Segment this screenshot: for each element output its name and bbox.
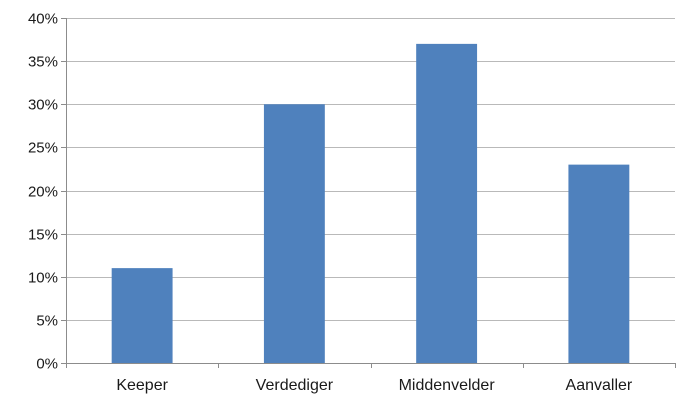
y-tick-label: 20% xyxy=(28,184,58,201)
x-category-label: Verdediger xyxy=(256,377,334,394)
axes xyxy=(61,18,676,368)
y-tick-label: 40% xyxy=(28,11,58,28)
y-tick-labels: 0% 5% 10% 15% 20% 25% 30% 35% 40% xyxy=(28,11,58,373)
y-tick-label: 25% xyxy=(28,140,58,157)
bar-verdediger xyxy=(263,104,325,363)
bars xyxy=(111,43,630,363)
x-category-label: Keeper xyxy=(116,377,168,394)
y-tick-label: 30% xyxy=(28,97,58,114)
y-tick-label: 35% xyxy=(28,54,58,71)
y-tick-label: 0% xyxy=(36,356,58,373)
x-category-label: Aanvaller xyxy=(566,377,633,394)
y-tick-label: 15% xyxy=(28,227,58,244)
y-tick-label: 10% xyxy=(28,270,58,287)
bar-aanvaller xyxy=(568,164,630,363)
x-category-label: Middenvelder xyxy=(399,377,496,394)
bar-middenvelder xyxy=(416,43,478,363)
x-category-labels: Keeper Verdediger Middenvelder Aanvaller xyxy=(116,377,633,394)
bar-keeper xyxy=(111,268,173,363)
y-tick-label: 5% xyxy=(36,313,58,330)
